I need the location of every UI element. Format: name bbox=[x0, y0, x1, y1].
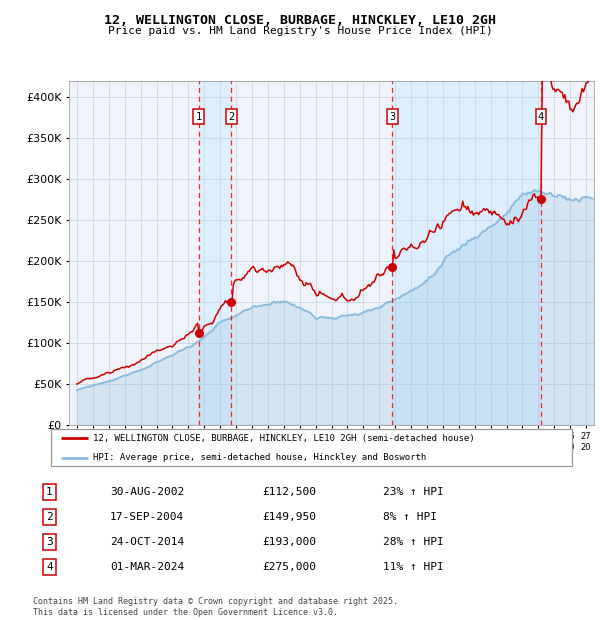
Text: 3: 3 bbox=[46, 537, 53, 547]
Text: 2: 2 bbox=[46, 512, 53, 522]
Bar bbox=[199, 81, 232, 425]
Text: 12, WELLINGTON CLOSE, BURBAGE, HINCKLEY, LE10 2GH (semi-detached house): 12, WELLINGTON CLOSE, BURBAGE, HINCKLEY,… bbox=[93, 434, 475, 443]
Text: 4: 4 bbox=[538, 112, 544, 122]
Text: 17-SEP-2004: 17-SEP-2004 bbox=[110, 512, 184, 522]
Text: £149,950: £149,950 bbox=[262, 512, 316, 522]
Text: 8% ↑ HPI: 8% ↑ HPI bbox=[383, 512, 437, 522]
Text: 1: 1 bbox=[196, 112, 202, 122]
Text: 11% ↑ HPI: 11% ↑ HPI bbox=[383, 562, 444, 572]
Text: 01-MAR-2024: 01-MAR-2024 bbox=[110, 562, 184, 572]
FancyBboxPatch shape bbox=[50, 430, 572, 466]
Text: 12, WELLINGTON CLOSE, BURBAGE, HINCKLEY, LE10 2GH: 12, WELLINGTON CLOSE, BURBAGE, HINCKLEY,… bbox=[104, 14, 496, 27]
Text: HPI: Average price, semi-detached house, Hinckley and Bosworth: HPI: Average price, semi-detached house,… bbox=[93, 453, 426, 462]
Text: 3: 3 bbox=[389, 112, 395, 122]
Text: £275,000: £275,000 bbox=[262, 562, 316, 572]
Text: Contains HM Land Registry data © Crown copyright and database right 2025.
This d: Contains HM Land Registry data © Crown c… bbox=[33, 598, 398, 617]
Text: 23% ↑ HPI: 23% ↑ HPI bbox=[383, 487, 444, 497]
Text: 24-OCT-2014: 24-OCT-2014 bbox=[110, 537, 184, 547]
Bar bbox=[392, 81, 541, 425]
Text: 1: 1 bbox=[46, 487, 53, 497]
Text: 28% ↑ HPI: 28% ↑ HPI bbox=[383, 537, 444, 547]
Text: 2: 2 bbox=[229, 112, 235, 122]
Text: Price paid vs. HM Land Registry's House Price Index (HPI): Price paid vs. HM Land Registry's House … bbox=[107, 26, 493, 36]
Text: 4: 4 bbox=[46, 562, 53, 572]
Text: £193,000: £193,000 bbox=[262, 537, 316, 547]
Text: £112,500: £112,500 bbox=[262, 487, 316, 497]
Text: 30-AUG-2002: 30-AUG-2002 bbox=[110, 487, 184, 497]
